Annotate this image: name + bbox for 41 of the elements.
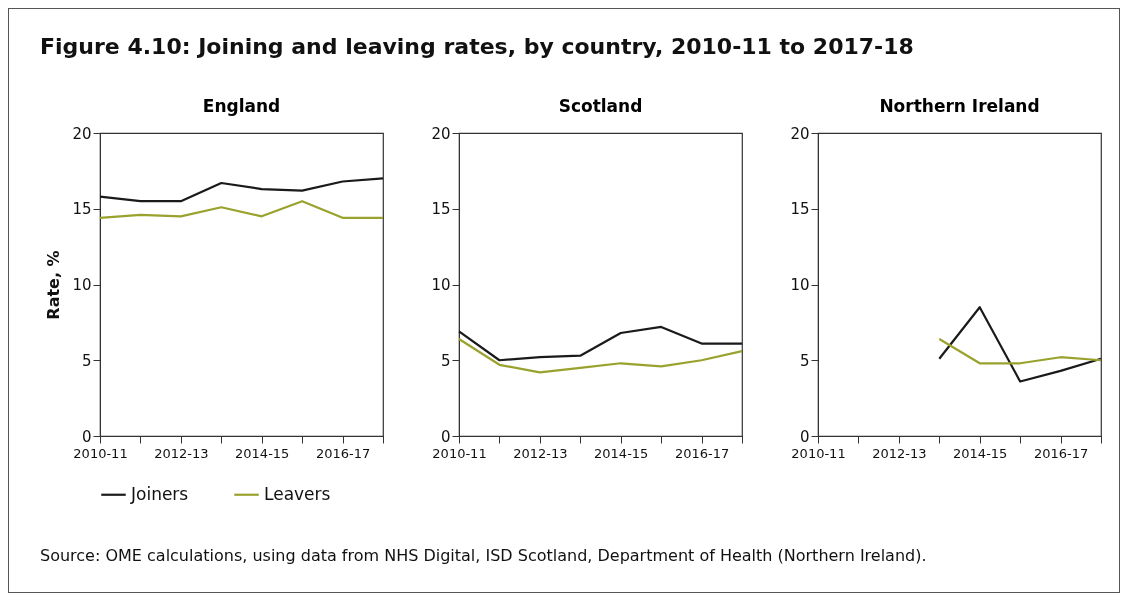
y-tick-label: 0 xyxy=(799,427,810,446)
y-tick-label: 10 xyxy=(431,276,451,294)
caption: Figure 4.10: Joining and leaving rates, by country, 2010-11 to 2017-18 xyxy=(40,34,914,59)
chart-title: Scotland xyxy=(558,96,643,116)
x-tick-label: 2010-11 xyxy=(791,445,846,461)
line-series xyxy=(457,325,744,362)
y-axis-title: Rate, % xyxy=(44,250,64,320)
y-tick-label: 20 xyxy=(72,124,92,143)
x-tick-label: 2016-17 xyxy=(674,445,730,461)
line-series xyxy=(457,337,744,374)
x-tick-label: 2014-15 xyxy=(953,445,1008,461)
x-tick-label: 2014-15 xyxy=(235,445,290,461)
line-series xyxy=(938,306,1103,383)
y-tick-label: 5 xyxy=(440,351,451,370)
line-series xyxy=(938,337,1103,365)
y-tick-label: 10 xyxy=(72,276,92,294)
legend-label: Leavers xyxy=(264,483,331,504)
line-series xyxy=(98,200,385,219)
y-tick-label: 10 xyxy=(790,276,810,294)
x-tick-label: 2010-11 xyxy=(73,445,128,461)
y-tick-label: 20 xyxy=(790,124,810,143)
x-tick-label: 2016-17 xyxy=(1033,445,1089,461)
source-note: Source: OME calculations, using data from NHS Digital, ISD Scotland, Department of Health (Northern Ireland). xyxy=(40,546,927,565)
chart-title: Northern Ireland xyxy=(879,96,1040,116)
y-tick-label: 15 xyxy=(790,200,810,219)
y-tick-label: 0 xyxy=(81,427,92,446)
y-tick-label: 5 xyxy=(81,351,92,370)
x-tick-label: 2010-11 xyxy=(432,445,487,461)
x-tick-label: 2016-17 xyxy=(315,445,371,461)
x-tick-label: 2014-15 xyxy=(594,445,649,461)
y-tick-label: 5 xyxy=(799,351,810,370)
y-tick-label: 20 xyxy=(431,124,451,143)
x-tick-label: 2012-13 xyxy=(872,445,927,461)
x-tick-label: 2012-13 xyxy=(513,445,568,461)
chart-title: England xyxy=(202,96,281,116)
y-tick-label: 15 xyxy=(431,200,451,219)
x-tick-label: 2012-13 xyxy=(154,445,209,461)
y-tick-label: 0 xyxy=(440,427,451,446)
legend-label: Joiners xyxy=(130,483,189,504)
line-series xyxy=(98,177,385,203)
y-tick-label: 15 xyxy=(72,200,92,219)
